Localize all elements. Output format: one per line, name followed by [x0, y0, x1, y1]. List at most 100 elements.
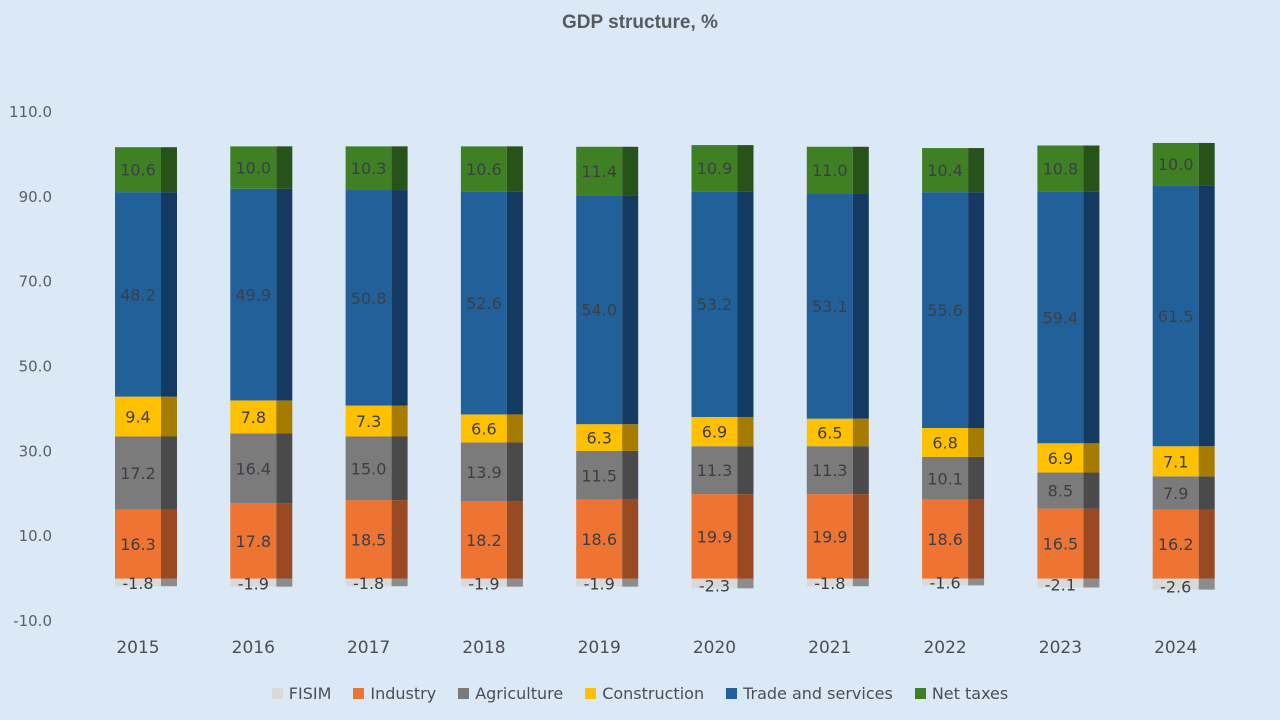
- bar-segment: [806, 446, 853, 495]
- data-label: 9.4: [125, 408, 150, 427]
- bar-segment-side: [391, 146, 408, 191]
- y-tick-label: -10.0: [13, 612, 52, 630]
- data-label: 55.6: [927, 301, 963, 320]
- data-label: 10.0: [235, 159, 271, 178]
- bar-segment: [345, 500, 392, 579]
- data-label: 16.5: [1043, 535, 1079, 554]
- data-label: 10.4: [927, 161, 963, 180]
- bar-segment-side: [1198, 578, 1215, 590]
- legend-label: FISIM: [288, 684, 332, 703]
- data-label: 19.9: [812, 527, 848, 546]
- data-label: 11.3: [812, 461, 848, 480]
- bar-segment: [115, 578, 161, 587]
- bar-segment: [1152, 142, 1199, 186]
- bar-segment-side: [1083, 191, 1100, 444]
- bar-segment-side: [852, 418, 869, 447]
- bar-segment-side: [622, 499, 639, 579]
- bar-segment: [345, 436, 392, 501]
- bar-segment: [1037, 443, 1084, 473]
- bar-segment: [115, 147, 161, 193]
- bar-segment: [806, 193, 853, 419]
- bar-segment: [1037, 145, 1084, 192]
- bar-segment-side: [737, 416, 754, 447]
- bar-segment-side: [276, 433, 293, 504]
- bar-segment: [806, 146, 853, 194]
- bar-segment: [576, 450, 623, 500]
- bar-segment-side: [1198, 142, 1215, 186]
- bar-segment: [806, 494, 853, 579]
- data-label: 13.9: [466, 463, 502, 482]
- bar-segment-side: [391, 190, 408, 406]
- data-label: 53.2: [697, 295, 733, 314]
- bar-segment: [460, 501, 507, 579]
- data-label: 11.3: [697, 461, 733, 480]
- data-label: -1.9: [468, 575, 499, 594]
- bar-segment-side: [968, 456, 985, 500]
- data-label: 18.6: [581, 530, 617, 549]
- bar-segment: [576, 146, 623, 196]
- bar-segment: [345, 405, 392, 437]
- x-tick-label: 2019: [578, 638, 621, 658]
- bar-segment: [806, 418, 853, 447]
- legend-swatch: [458, 688, 470, 699]
- bar-segment: [230, 188, 277, 401]
- data-label: 10.6: [120, 161, 156, 180]
- data-label: 6.3: [586, 429, 611, 448]
- bar-segment-side: [1083, 145, 1100, 192]
- data-label: 11.5: [581, 466, 617, 485]
- bar-segment-side: [1083, 443, 1100, 473]
- bar-segment: [230, 503, 277, 579]
- x-tick-label: 2015: [116, 638, 159, 658]
- data-label: -1.9: [584, 575, 615, 594]
- bar-segment: [691, 145, 738, 192]
- x-tick-label: 2021: [808, 638, 851, 658]
- bar-segment-side: [276, 578, 293, 587]
- bar-segment: [115, 436, 161, 510]
- legend: FISIM Industry Agriculture Construction Trad…: [0, 684, 1280, 703]
- data-label: 15.0: [351, 459, 387, 478]
- bar-segment: [230, 433, 277, 504]
- y-tick-label: 10.0: [19, 527, 52, 545]
- bar-segment-side: [968, 192, 985, 429]
- bar-segment-side: [391, 578, 408, 587]
- bar-segment-side: [161, 509, 177, 579]
- bar-segment: [230, 146, 277, 189]
- legend-swatch: [585, 688, 597, 699]
- bar-segment: [1152, 578, 1199, 590]
- bar-segment: [922, 456, 969, 500]
- bar-segment-side: [852, 578, 869, 587]
- data-label: -1.8: [353, 574, 384, 593]
- data-label: 6.5: [817, 423, 842, 442]
- data-label: 16.2: [1158, 535, 1194, 554]
- data-label: 18.6: [927, 530, 963, 549]
- bar-segment: [576, 499, 623, 579]
- legend-label: Industry: [370, 684, 437, 703]
- bar-segment-side: [391, 405, 408, 437]
- data-label: 6.9: [702, 423, 727, 442]
- bar-segment: [1037, 578, 1084, 588]
- data-label: 54.0: [581, 301, 617, 320]
- x-tick-label: 2024: [1154, 638, 1197, 658]
- data-label: 6.8: [932, 433, 957, 452]
- bar-segment-side: [506, 414, 523, 443]
- legend-label: Trade and services: [743, 684, 893, 703]
- data-label: -2.6: [1160, 578, 1191, 597]
- bar-segment-side: [1198, 509, 1215, 579]
- data-label: 50.8: [351, 289, 387, 308]
- bar-segment: [460, 146, 507, 192]
- data-label: 10.8: [1043, 159, 1079, 178]
- bar-segment-side: [622, 146, 639, 196]
- bar-segment-side: [506, 191, 523, 415]
- bar-segment-side: [276, 400, 293, 434]
- bar-segment-side: [161, 396, 177, 437]
- bar-segment: [691, 191, 738, 417]
- legend-item: Trade and services: [726, 684, 893, 703]
- data-label: 10.3: [351, 159, 387, 178]
- data-label: -1.8: [814, 574, 845, 593]
- data-label: 17.2: [120, 464, 156, 483]
- bar-segment: [460, 578, 507, 587]
- bar-segment: [460, 414, 507, 443]
- data-label: 10.6: [466, 160, 502, 179]
- x-axis: 2015 2016 2017 2018 2019 2020 2021 2022 2023 2024: [116, 638, 1197, 658]
- bar-segment: [115, 192, 161, 397]
